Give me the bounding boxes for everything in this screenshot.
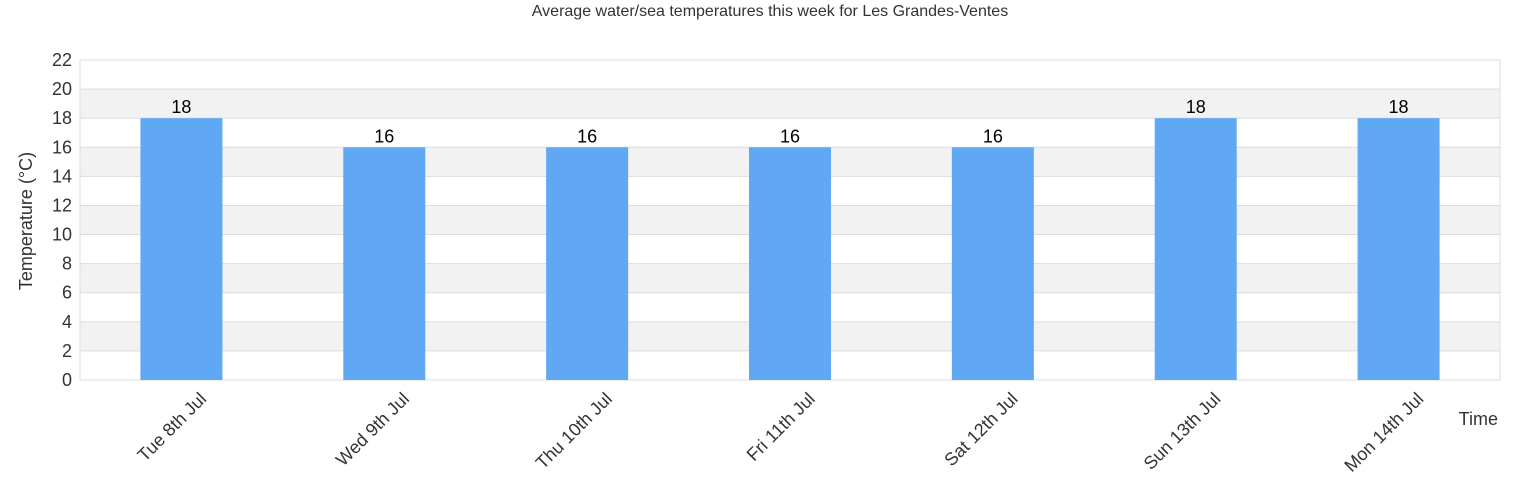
data-label: 18 xyxy=(1389,97,1409,117)
x-tick-label: Sun 13th Jul xyxy=(1140,389,1225,474)
bar xyxy=(749,147,831,380)
data-label: 18 xyxy=(171,97,191,117)
y-tick-label: 0 xyxy=(62,370,72,390)
y-axis-title: Temperature (°C) xyxy=(16,152,36,290)
y-axis-ticks: 0 2 4 6 8 10 12 14 16 18 20 22 xyxy=(52,50,72,390)
x-tick-label: Mon 14th Jul xyxy=(1340,389,1427,476)
plot-band xyxy=(80,89,1500,119)
x-axis-ticks: Tue 8th Jul Wed 9th Jul Thu 10th Jul Fri 11… xyxy=(134,389,1428,476)
y-tick-label: 4 xyxy=(62,312,72,332)
bars xyxy=(140,118,1440,380)
y-tick-label: 22 xyxy=(52,50,72,70)
y-tick-label: 16 xyxy=(52,137,72,157)
y-tick-label: 18 xyxy=(52,108,72,128)
x-tick-label: Thu 10th Jul xyxy=(532,389,616,473)
y-tick-label: 6 xyxy=(62,283,72,303)
data-label: 18 xyxy=(1186,97,1206,117)
bar xyxy=(1357,118,1440,380)
data-label: 16 xyxy=(983,126,1003,146)
data-label: 16 xyxy=(577,126,597,146)
y-tick-label: 12 xyxy=(52,195,72,215)
data-labels: 18 16 16 16 16 18 18 xyxy=(171,97,1408,146)
bar xyxy=(951,147,1034,380)
x-tick-label: Sat 12th Jul xyxy=(940,389,1021,470)
x-tick-label: Tue 8th Jul xyxy=(134,389,211,466)
bar xyxy=(343,147,426,380)
bar xyxy=(140,118,223,380)
data-label: 16 xyxy=(374,126,394,146)
y-tick-label: 8 xyxy=(62,254,72,274)
y-tick-label: 2 xyxy=(62,341,72,361)
x-tick-label: Wed 9th Jul xyxy=(332,389,413,470)
y-tick-label: 14 xyxy=(52,166,72,186)
bar xyxy=(1154,118,1237,380)
x-axis-title: Time xyxy=(1459,409,1498,429)
chart-title: Average water/sea temperatures this week… xyxy=(531,3,1009,20)
x-tick-label: Fri 11th Jul xyxy=(743,389,819,465)
y-tick-label: 10 xyxy=(52,225,72,245)
bar xyxy=(546,147,629,380)
data-label: 16 xyxy=(780,126,800,146)
y-tick-label: 20 xyxy=(52,79,72,99)
